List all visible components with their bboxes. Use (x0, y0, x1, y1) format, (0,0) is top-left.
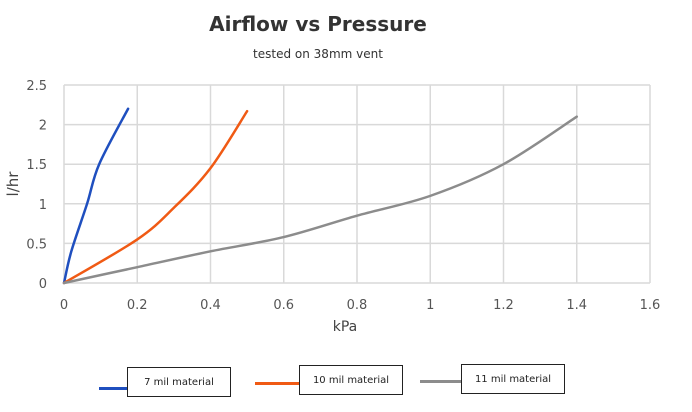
x-tick-label: 1.6 (640, 298, 661, 313)
x-tick-label: 1.2 (493, 298, 514, 313)
chart-title: Airflow vs Pressure (209, 12, 427, 36)
legend-label: 11 mil material (461, 364, 565, 394)
y-tick-label: 1 (39, 198, 47, 213)
legend-swatch (255, 382, 299, 385)
y-tick-label: 2.5 (26, 79, 47, 94)
y-tick-label: 0.5 (26, 237, 47, 252)
x-tick-label: 0.6 (273, 298, 294, 313)
y-tick-label: 1.5 (26, 158, 47, 173)
x-tick-label: 0.2 (127, 298, 148, 313)
legend-label: 10 mil material (299, 365, 403, 395)
x-tick-label: 1.4 (566, 298, 587, 313)
y-axis-label: l/hr (4, 171, 22, 197)
y-tick-label: 0 (39, 277, 47, 292)
legend-swatch (99, 387, 127, 390)
series-line-0 (62, 107, 130, 285)
x-tick-label: 0.4 (200, 298, 221, 313)
legend-label: 7 mil material (127, 367, 231, 397)
x-tick-label: 0 (60, 298, 68, 313)
x-axis-label: kPa (333, 319, 358, 335)
series-line-1 (62, 109, 249, 285)
chart-subtitle: tested on 38mm vent (253, 47, 383, 61)
legend-swatch (420, 380, 461, 383)
x-tick-label: 0.8 (347, 298, 368, 313)
x-tick-label: 1 (426, 298, 434, 313)
series-line-2 (62, 115, 578, 285)
y-tick-label: 2 (39, 119, 47, 134)
